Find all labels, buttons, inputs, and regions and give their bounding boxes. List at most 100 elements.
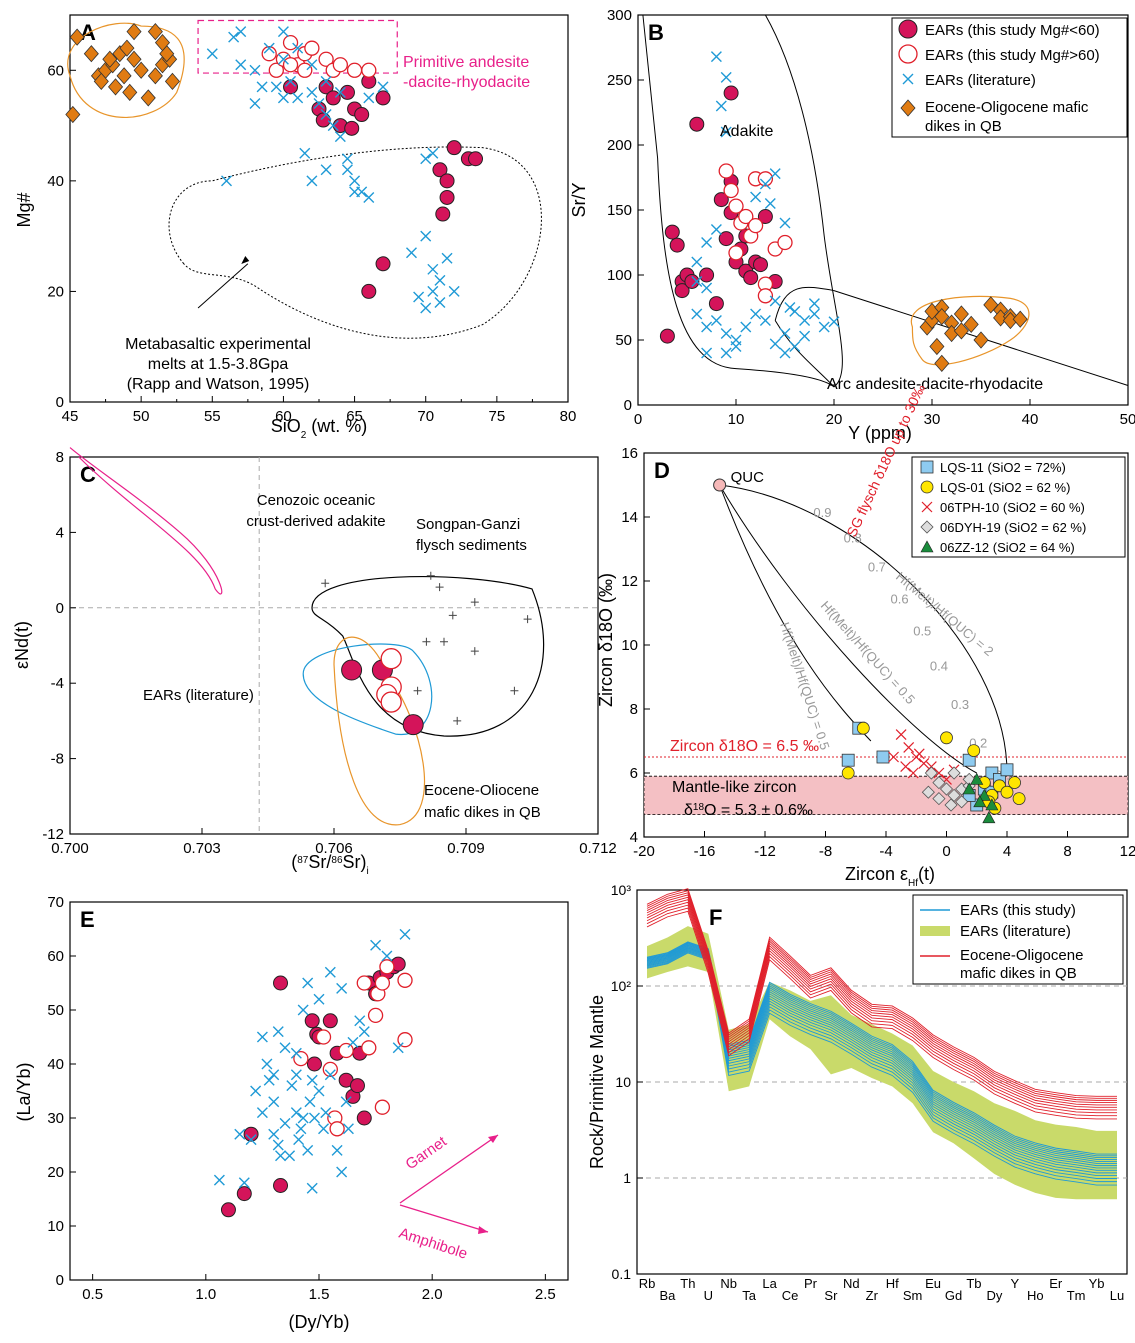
label: -dacite-rhyodacite (403, 74, 530, 91)
y-tick-label: 12 (621, 573, 638, 590)
series-line-dikes (646, 907, 1117, 1117)
data-point (320, 164, 332, 176)
data-point (249, 97, 261, 109)
data-point (283, 79, 299, 95)
data-point (828, 316, 840, 328)
data-point (315, 112, 331, 128)
data-point (379, 959, 395, 975)
data-point (295, 1123, 307, 1135)
x-tick-label: Th (680, 1276, 695, 1291)
data-point (757, 209, 773, 224)
data-point (929, 337, 945, 356)
data-point (953, 322, 969, 340)
data-point (306, 59, 318, 71)
data-point (93, 72, 109, 90)
mafic-dikes-field (67, 22, 185, 119)
data-point (944, 798, 958, 812)
data-point (723, 85, 739, 101)
data-point (306, 1182, 318, 1194)
x-axis-label: (Dy/Yb) (288, 1312, 349, 1332)
data-point (939, 782, 954, 796)
x-tick-label: 2.5 (535, 1286, 556, 1303)
y-axis-label: Sr/Y (569, 182, 589, 217)
data-point (374, 975, 391, 991)
data-point (841, 753, 855, 767)
panel-D: DQUC0.90.80.70.60.50.40.30.20.1-20-16-12… (596, 382, 1135, 889)
data-point (235, 26, 247, 38)
data-point (799, 315, 811, 326)
data-point (413, 686, 422, 695)
data-point (934, 354, 950, 373)
legend-box (891, 17, 1128, 138)
data-point (750, 308, 762, 320)
data-point (277, 26, 289, 38)
label: QUC (731, 469, 765, 486)
data-point (268, 62, 284, 78)
data-point (290, 1069, 302, 1081)
data-point (718, 163, 734, 179)
data-point (299, 147, 311, 159)
y-axis-label: Rock/Primitive Mantle (587, 995, 607, 1169)
legend-label: EARs (literature) (960, 923, 1071, 940)
y-tick-label: 8 (56, 449, 64, 466)
x-tick-label: 75 (489, 408, 506, 425)
data-point (349, 186, 361, 198)
data-point (691, 276, 703, 287)
annotation-arrow (197, 263, 249, 309)
data-point (967, 744, 981, 757)
y-axis-label: Zircon δ18O (‰) (596, 573, 616, 707)
x-tick-label: U (704, 1288, 713, 1303)
data-point (293, 1134, 305, 1146)
data-point (900, 99, 916, 117)
y-tick-label: 250 (607, 72, 632, 89)
label: melts at 1.5-3.8Gpa (148, 356, 289, 373)
data-point (126, 50, 142, 68)
label: EARs (literature) (143, 687, 254, 704)
data-point (277, 92, 289, 104)
y-tick-label: 0 (624, 397, 632, 414)
y-tick-label: 50 (615, 332, 632, 349)
legend: LQS-11 (SiO2 = 72%) LQS-01 (SiO2 = 62 %) 0… (911, 456, 1126, 558)
data-point (302, 1144, 314, 1156)
x-tick-label: 0.700 (51, 840, 89, 857)
data-point (377, 81, 389, 93)
data-point (435, 206, 451, 222)
data-point (973, 331, 989, 349)
x-tick-label: Ce (782, 1288, 799, 1303)
data-point (340, 1096, 352, 1108)
series-line-ears (646, 950, 1117, 1179)
data-point (420, 153, 432, 165)
data-point (399, 928, 411, 940)
legend-label: LQS-11 (SiO2 = 72%) (940, 460, 1066, 475)
x-tick-label: Sr (824, 1288, 838, 1303)
data-point (133, 61, 149, 79)
data-point (728, 198, 744, 214)
data-point (674, 283, 690, 299)
data-point (720, 126, 732, 138)
y-tick-label: 40 (47, 173, 64, 190)
y-tick-label: 10 (615, 1074, 631, 1090)
y-tick-label: 4 (56, 524, 64, 541)
y-tick-label: 70 (47, 894, 64, 911)
data-point (720, 347, 732, 359)
x-tick-label: 10 (728, 411, 745, 428)
data-point (777, 234, 793, 251)
data-point (126, 22, 142, 41)
x-axis-label: Zircon εHf(t) (845, 864, 935, 889)
data-point (947, 788, 961, 802)
data-point (710, 51, 722, 63)
legend-swatch (920, 926, 950, 936)
panel-letter: D (654, 458, 670, 483)
y-tick-label: 0.1 (612, 1266, 632, 1282)
x-tick-label: 30 (924, 411, 941, 428)
data-point (856, 721, 870, 735)
data-point (921, 785, 935, 799)
mantle-zircon-band (643, 775, 1129, 816)
y-tick-label: 60 (47, 62, 64, 79)
data-point (238, 1177, 250, 1189)
data-point (759, 315, 771, 326)
data-point (402, 714, 424, 736)
data-point (268, 1128, 280, 1140)
data-point (723, 182, 739, 199)
data-point (313, 993, 325, 1005)
